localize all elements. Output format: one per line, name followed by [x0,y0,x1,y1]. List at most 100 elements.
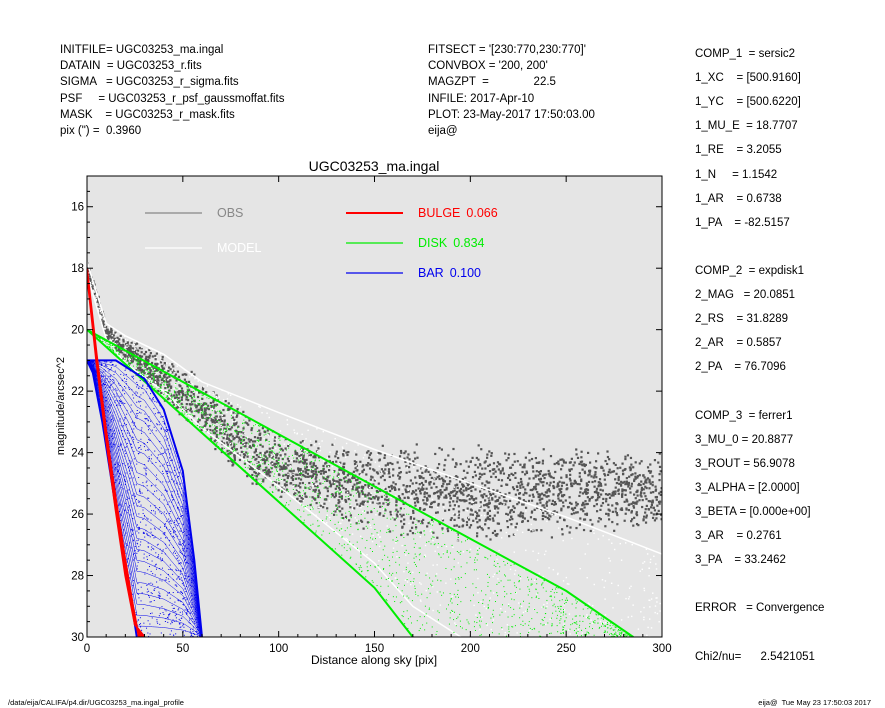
obs-point [432,531,435,534]
model-point [355,464,357,467]
disk-point [597,618,599,620]
model-point [226,411,228,414]
obs-point [634,461,637,464]
disk-point [433,536,435,538]
obs-point [584,488,587,491]
obs-point [116,336,119,339]
obs-point [159,383,162,386]
disk-point [528,621,530,623]
obs-point [233,455,236,458]
disk-point [419,547,421,549]
obs-point [118,342,121,345]
obs-point [595,467,598,470]
obs-point [102,326,105,329]
disk-point [406,578,408,580]
model-point [410,496,413,498]
bar-point [157,543,159,545]
model-point [442,552,445,554]
obs-point [340,484,344,487]
model-point [145,373,148,375]
model-point [433,516,435,518]
disk-point [119,349,121,351]
disk-point [300,448,302,450]
model-point [108,327,111,329]
obs-point [246,422,249,425]
disk-point [384,545,386,547]
obs-point [539,501,542,504]
obs-point [638,474,641,477]
obs-point [127,353,131,356]
obs-point [496,511,499,514]
obs-point [305,495,308,498]
obs-point [175,393,178,396]
model-point [401,544,403,547]
obs-point [402,484,405,487]
obs-point [654,485,657,488]
disk-point [337,490,339,492]
obs-point [335,452,338,455]
model-point [579,567,581,570]
model-point [99,307,101,310]
disk-point [271,491,273,493]
disk-point [381,559,383,561]
disk-point [240,435,242,437]
disk-point [317,492,319,494]
disk-point [602,617,604,619]
obs-point [400,515,403,518]
obs-point [558,499,561,502]
bar-point [117,466,119,468]
obs-point [430,476,433,480]
disk-point [487,607,489,609]
obs-point [213,432,217,435]
disk-point [371,580,373,582]
disk-point [556,625,558,627]
model-point [413,584,416,587]
model-point [563,623,565,625]
disk-point [280,449,282,451]
obs-point [636,476,639,479]
obs-point [323,470,326,473]
disk-point [102,339,104,341]
obs-point [223,432,226,436]
disk-point [395,540,397,542]
model-point [345,537,347,540]
disk-point [256,430,258,432]
obs-point [587,480,591,484]
obs-point [563,493,566,497]
obs-point [401,525,404,528]
obs-point [126,355,129,358]
obs-point [597,452,600,455]
obs-point [519,511,523,514]
disk-point [261,454,263,456]
disk-point [511,615,513,617]
disk-point [618,633,620,635]
obs-point [587,474,590,477]
model-point [405,554,407,556]
obs-point [248,446,251,449]
model-point [624,542,627,544]
obs-point [543,476,546,480]
obs-point [391,474,395,477]
model-point [563,609,566,611]
disk-point [549,633,551,635]
disk-point [460,576,462,578]
obs-point [510,515,513,519]
obs-point [456,490,459,494]
obs-point [347,450,350,454]
obs-point [275,481,278,484]
obs-point [546,516,549,520]
obs-point [507,474,511,477]
obs-point [484,484,487,487]
obs-point [280,465,283,469]
model-point [174,369,176,371]
obs-point [237,425,240,428]
bar-point [160,632,162,634]
disk-point [374,528,376,530]
obs-point [156,377,159,381]
disk-point [255,424,257,426]
obs-point [438,477,441,481]
obs-point [471,456,474,459]
model-point [543,553,546,556]
obs-point [640,480,643,483]
obs-point [313,454,316,457]
